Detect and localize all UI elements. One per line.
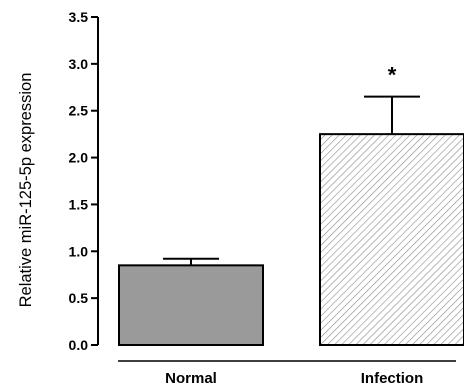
x-category-label-infection: Infection (361, 370, 424, 387)
y-tick-label: 1.5 (69, 196, 89, 212)
bar-infection (319, 133, 464, 346)
y-tick-label: 3.5 (69, 9, 89, 25)
x-category-label-normal: Normal (165, 370, 217, 387)
y-tick-label: 3.0 (69, 56, 89, 72)
bar-normal (118, 264, 264, 347)
y-tick-label: 0.0 (69, 337, 89, 353)
x-axis-labels: Normal Infection (165, 370, 423, 387)
axes: 0.0 0.5 1.0 1.5 2.0 2.5 3.0 3.5 (69, 9, 456, 362)
y-tick-label: 1.0 (69, 243, 89, 259)
y-tick-label: 2.5 (69, 103, 89, 119)
y-tick-label: 2.0 (69, 150, 89, 166)
y-tick-label: 0.5 (69, 290, 89, 306)
y-axis-title: Relative miR-125-5p expression (17, 73, 35, 308)
bars: * (118, 63, 464, 347)
significance-asterisk: * (388, 63, 397, 88)
